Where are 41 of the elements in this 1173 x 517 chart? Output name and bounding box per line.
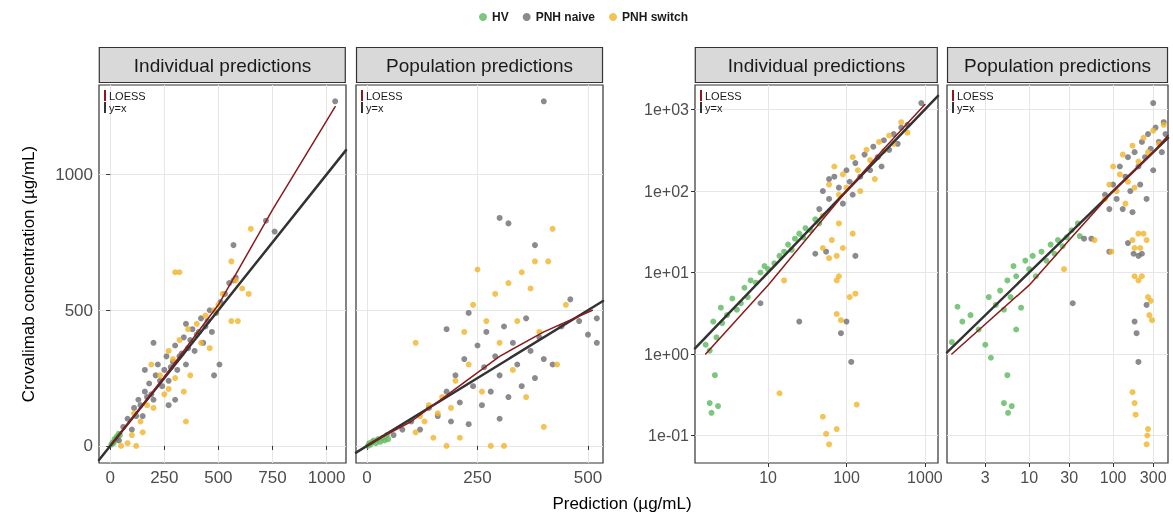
y-tick-label: 1e+00 xyxy=(644,345,690,363)
legend-label: LOESS xyxy=(366,89,403,102)
legend-label: HV xyxy=(492,10,509,24)
x-axis-title: Prediction (µg/mL) xyxy=(552,494,692,513)
legend-label: y=x xyxy=(705,101,723,114)
x-tick-label: 0 xyxy=(105,468,115,487)
x-tick-label: 3 xyxy=(980,468,990,486)
legend-label: y=x xyxy=(366,101,384,114)
y-tick-label: 1e+03 xyxy=(644,101,690,119)
legend-label: LOESS xyxy=(705,89,742,102)
x-tick-label: 500 xyxy=(573,468,603,487)
legend-label: LOESS xyxy=(957,89,994,102)
x-tick-label: 10 xyxy=(759,468,778,486)
y-tick-label: 1e-01 xyxy=(648,427,690,445)
x-tick-label: 300 xyxy=(1139,468,1167,486)
legend-label: LOESS xyxy=(109,89,146,102)
x-tick-label: 1000 xyxy=(307,468,346,487)
x-tick-label: 500 xyxy=(204,468,233,487)
y-tick-label: 0 xyxy=(83,436,93,456)
y-tick-label: 1e+01 xyxy=(644,264,690,282)
chart-title: Population predictions xyxy=(964,55,1151,76)
legend-label: y=x xyxy=(109,101,127,114)
chart-title: Population predictions xyxy=(386,55,573,76)
x-tick-label: 250 xyxy=(150,468,179,487)
chart-title: Individual predictions xyxy=(133,55,312,76)
x-tick-label: 750 xyxy=(258,468,287,487)
x-tick-label: 100 xyxy=(833,468,860,486)
x-tick-label: 250 xyxy=(463,468,492,487)
legend-label: y=x xyxy=(957,101,975,114)
legend-label: PNH naive xyxy=(535,10,596,24)
y-tick-label: 1000 xyxy=(55,165,93,185)
x-tick-label: 10 xyxy=(1020,468,1039,486)
y-tick-label: 1e+02 xyxy=(644,182,690,200)
x-tick-label: 0 xyxy=(362,468,372,487)
x-tick-label: 30 xyxy=(1060,468,1079,486)
y-tick-label: 500 xyxy=(64,300,93,320)
x-tick-label: 100 xyxy=(1099,468,1127,486)
y-axis-title: Crovalimab concentration (µg/mL) xyxy=(19,145,38,403)
x-tick-label: 1000 xyxy=(907,468,943,486)
legend-label: PNH switch xyxy=(622,10,689,24)
chart-title: Individual predictions xyxy=(727,55,906,76)
